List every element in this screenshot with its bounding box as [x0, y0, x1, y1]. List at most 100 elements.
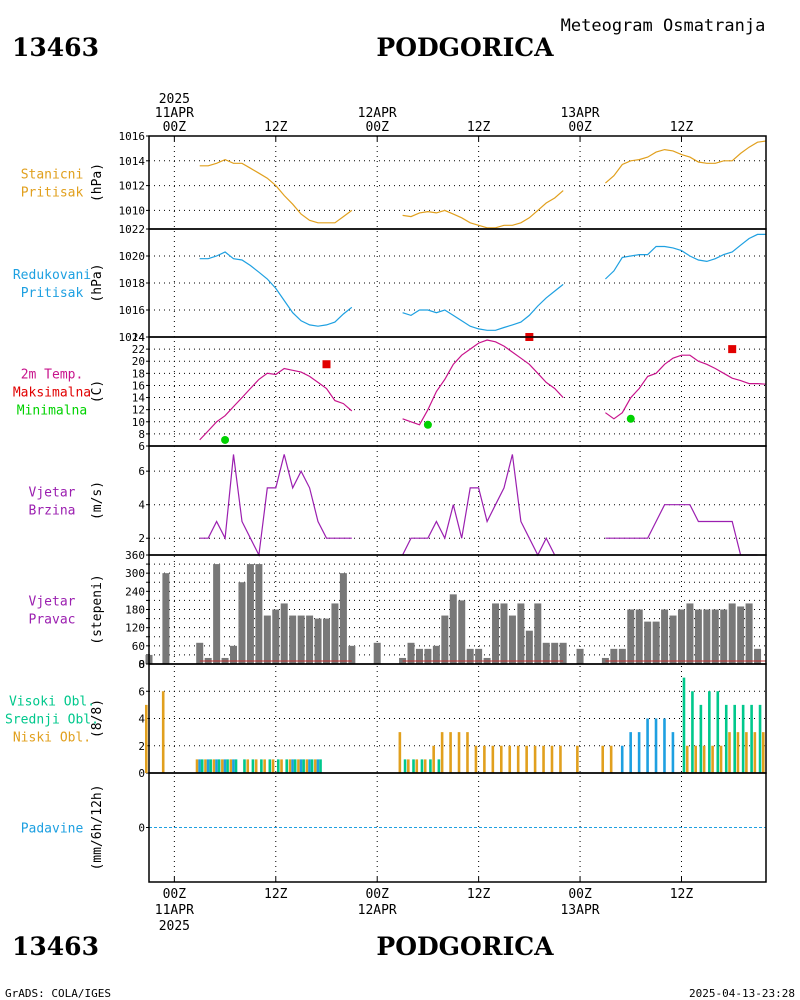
- cloud-bar: [310, 759, 314, 773]
- series-line: [199, 251, 353, 327]
- direction-bar: [339, 573, 347, 664]
- cloud-bar: [449, 732, 452, 773]
- cloud-bar: [762, 732, 765, 773]
- y-tick-label: 22: [132, 343, 145, 356]
- cloud-bar: [288, 759, 292, 773]
- y-tick-label: 12: [132, 404, 145, 417]
- direction-bar: [475, 648, 483, 664]
- direction-bar: [677, 609, 685, 664]
- panel-label: Maksimalna: [13, 386, 91, 401]
- panel-label: Vjetar: [29, 595, 76, 610]
- direction-bar: [686, 603, 694, 664]
- y-axis-label: (hPa): [90, 163, 105, 202]
- time-label-top: 2025: [159, 92, 190, 107]
- cloud-bar: [671, 732, 675, 773]
- direction-bar: [694, 609, 702, 664]
- y-tick-label: 1022: [119, 223, 146, 236]
- cloud-bar: [276, 759, 280, 773]
- panel-frame: [148, 135, 767, 230]
- y-tick-label: 180: [125, 604, 145, 617]
- panel-label: Vjetar: [29, 486, 76, 501]
- direction-bar: [280, 603, 288, 664]
- direction-bar: [720, 609, 728, 664]
- y-tick-label: 0: [138, 767, 145, 780]
- direction-bar: [627, 609, 635, 664]
- cloud-bar: [398, 732, 402, 773]
- cloud-bar: [226, 759, 229, 773]
- direction-bar: [635, 609, 643, 664]
- direction-bar: [263, 615, 271, 664]
- cloud-bar: [246, 759, 250, 773]
- y-axis-label: (hPa): [90, 263, 105, 302]
- time-label-top: 00Z: [568, 120, 592, 135]
- y-tick-label: 360: [125, 549, 145, 562]
- cloud-bar: [601, 745, 605, 773]
- panel-label: 2m Temp.: [21, 368, 84, 383]
- direction-bar: [728, 603, 736, 664]
- y-tick-label: 10: [132, 416, 145, 429]
- direction-bar: [289, 615, 297, 664]
- cloud-bar: [305, 759, 309, 773]
- y-tick-label: 14: [132, 392, 146, 405]
- cloud-bar: [251, 759, 255, 773]
- series-line: [402, 454, 556, 557]
- time-label-bottom: 13APR: [560, 903, 599, 918]
- cloud-bar: [254, 759, 258, 773]
- direction-bar: [644, 621, 652, 664]
- cloud-bar: [212, 759, 216, 773]
- y-tick-label: 18: [132, 367, 145, 380]
- station-name-top: PODGORICA: [376, 33, 554, 62]
- time-label-bottom: 12APR: [358, 903, 397, 918]
- cloud-bar: [694, 745, 697, 773]
- y-tick-label: 8: [138, 428, 145, 441]
- direction-bar: [449, 594, 457, 664]
- time-label-bottom: 00Z: [568, 887, 592, 902]
- panel-label: Redukovani: [13, 268, 91, 283]
- cloud-bar: [423, 759, 427, 773]
- series-line: [199, 454, 352, 558]
- series-line: [402, 339, 564, 426]
- direction-bar: [213, 564, 221, 664]
- direction-bar: [415, 648, 423, 664]
- y-tick-label: 4: [138, 499, 145, 512]
- time-label-top: 12APR: [358, 106, 397, 121]
- y-tick-label: 6: [138, 465, 145, 478]
- time-label-top: 00Z: [365, 120, 389, 135]
- direction-bar: [508, 615, 516, 664]
- cloud-bar: [195, 759, 199, 773]
- y-axis-label: (m/s): [90, 481, 105, 520]
- y-tick-label: 1016: [119, 304, 146, 317]
- y-tick-label: 6: [138, 440, 145, 453]
- cloud-bar: [232, 759, 235, 773]
- time-label-top: 13APR: [560, 106, 599, 121]
- cloud-bar: [466, 732, 469, 773]
- series-line: [605, 354, 767, 420]
- tmin-marker: [626, 414, 635, 423]
- y-tick-label: 1016: [119, 130, 146, 143]
- time-label-bottom: 00Z: [163, 887, 187, 902]
- direction-bar: [424, 648, 432, 664]
- cloud-bar: [525, 745, 528, 773]
- direction-bar: [618, 648, 626, 664]
- direction-bar: [373, 642, 381, 664]
- cloud-bar: [457, 732, 461, 773]
- footer-right: 2025-04-13-23:28: [689, 987, 795, 1000]
- cloud-bar: [285, 759, 289, 773]
- panel-frame: [148, 445, 767, 556]
- series-line: [199, 367, 353, 441]
- series-line: [604, 233, 766, 280]
- direction-bar: [711, 609, 719, 664]
- tmin-marker: [221, 435, 230, 444]
- y-tick-label: 6: [138, 685, 145, 698]
- direction-bar: [669, 615, 677, 664]
- cloud-bar: [432, 745, 435, 773]
- cloud-bar: [508, 745, 512, 773]
- series-line: [605, 140, 767, 184]
- time-label-top: 00Z: [163, 120, 187, 135]
- direction-bar: [517, 603, 525, 664]
- tmax-marker: [322, 360, 331, 369]
- panel-label: Minimalna: [17, 404, 87, 419]
- cloud-bar: [654, 718, 658, 773]
- direction-bar: [348, 645, 356, 664]
